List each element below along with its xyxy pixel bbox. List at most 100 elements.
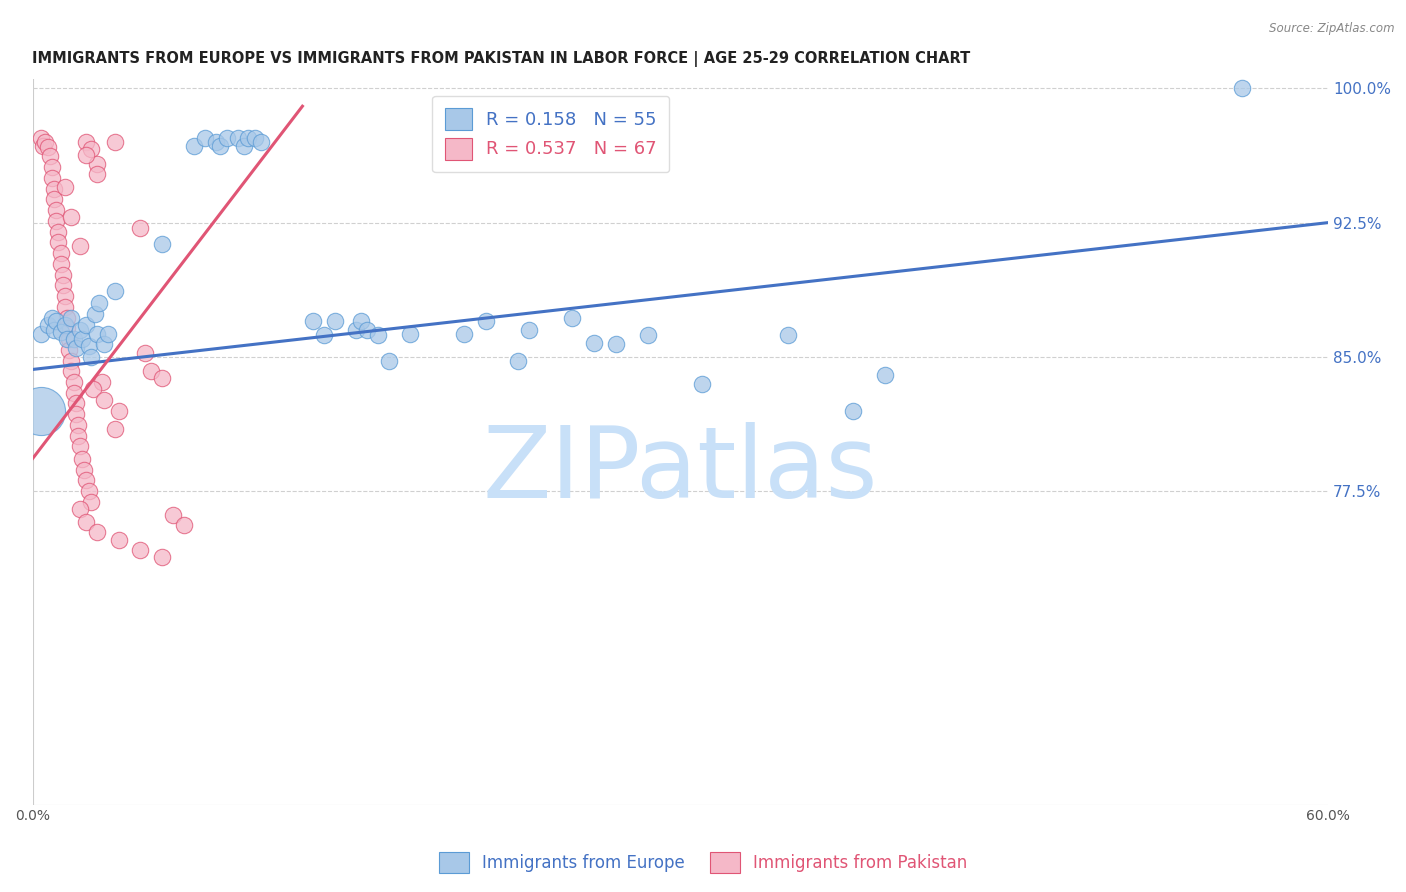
Point	[62, 375, 84, 389]
Point	[86, 525, 108, 540]
Point	[60, 353, 83, 368]
Point	[103, 135, 125, 149]
Point	[37, 140, 59, 154]
Point	[399, 326, 422, 341]
Point	[312, 328, 335, 343]
Point	[475, 314, 498, 328]
Point	[60, 211, 83, 225]
Point	[76, 135, 98, 149]
Point	[53, 318, 76, 332]
Point	[1230, 81, 1253, 95]
Point	[778, 328, 800, 343]
Point	[215, 131, 238, 145]
Point	[134, 346, 156, 360]
Point	[86, 326, 108, 341]
Point	[58, 332, 80, 346]
Point	[183, 138, 205, 153]
Point	[842, 403, 865, 417]
Point	[58, 343, 80, 357]
Point	[150, 237, 173, 252]
Point	[70, 332, 93, 346]
Point	[86, 156, 108, 170]
Point	[150, 371, 173, 385]
Point	[77, 484, 100, 499]
Point	[34, 135, 56, 149]
Point	[45, 214, 67, 228]
Point	[32, 138, 55, 153]
Point	[150, 550, 173, 565]
Point	[60, 364, 83, 378]
Legend: Immigrants from Europe, Immigrants from Pakistan: Immigrants from Europe, Immigrants from …	[432, 846, 974, 880]
Point	[37, 318, 59, 332]
Point	[194, 131, 217, 145]
Point	[76, 515, 98, 529]
Point	[173, 518, 195, 533]
Point	[45, 203, 67, 218]
Point	[129, 543, 152, 558]
Point	[53, 179, 76, 194]
Point	[103, 421, 125, 435]
Point	[53, 300, 76, 314]
Point	[508, 353, 530, 368]
Point	[49, 325, 72, 339]
Point	[60, 310, 83, 325]
Text: Source: ZipAtlas.com: Source: ZipAtlas.com	[1270, 22, 1395, 36]
Point	[69, 502, 91, 516]
Point	[350, 314, 373, 328]
Legend: R = 0.158   N = 55, R = 0.537   N = 67: R = 0.158 N = 55, R = 0.537 N = 67	[432, 95, 669, 172]
Point	[226, 131, 249, 145]
Point	[875, 368, 897, 382]
Point	[233, 138, 256, 153]
Point	[65, 396, 87, 410]
Point	[56, 310, 79, 325]
Point	[238, 131, 260, 145]
Point	[42, 192, 65, 206]
Point	[42, 181, 65, 195]
Point	[62, 385, 84, 400]
Point	[77, 339, 100, 353]
Point	[30, 403, 52, 417]
Point	[84, 307, 107, 321]
Point	[517, 323, 540, 337]
Point	[76, 318, 98, 332]
Point	[70, 452, 93, 467]
Point	[162, 508, 184, 522]
Point	[42, 323, 65, 337]
Point	[56, 321, 79, 335]
Point	[378, 353, 401, 368]
Point	[103, 284, 125, 298]
Point	[323, 314, 346, 328]
Point	[82, 382, 104, 396]
Point	[30, 131, 52, 145]
Point	[41, 170, 63, 185]
Point	[52, 278, 75, 293]
Point	[52, 268, 75, 282]
Point	[69, 440, 91, 454]
Point	[453, 326, 475, 341]
Point	[48, 225, 70, 239]
Point	[605, 337, 627, 351]
Point	[65, 407, 87, 421]
Point	[302, 314, 325, 328]
Point	[80, 495, 103, 509]
Point	[93, 392, 115, 407]
Point	[66, 417, 89, 432]
Point	[367, 328, 389, 343]
Point	[356, 323, 378, 337]
Point	[80, 350, 103, 364]
Point	[45, 314, 67, 328]
Point	[62, 332, 84, 346]
Point	[637, 328, 659, 343]
Text: IMMIGRANTS FROM EUROPE VS IMMIGRANTS FROM PAKISTAN IN LABOR FORCE | AGE 25-29 CO: IMMIGRANTS FROM EUROPE VS IMMIGRANTS FRO…	[32, 51, 970, 67]
Point	[108, 533, 131, 547]
Point	[582, 335, 605, 350]
Point	[209, 138, 232, 153]
Point	[108, 403, 131, 417]
Point	[141, 364, 163, 378]
Point	[243, 131, 266, 145]
Point	[89, 296, 111, 310]
Point	[129, 221, 152, 235]
Point	[250, 135, 273, 149]
Point	[65, 341, 87, 355]
Point	[30, 326, 52, 341]
